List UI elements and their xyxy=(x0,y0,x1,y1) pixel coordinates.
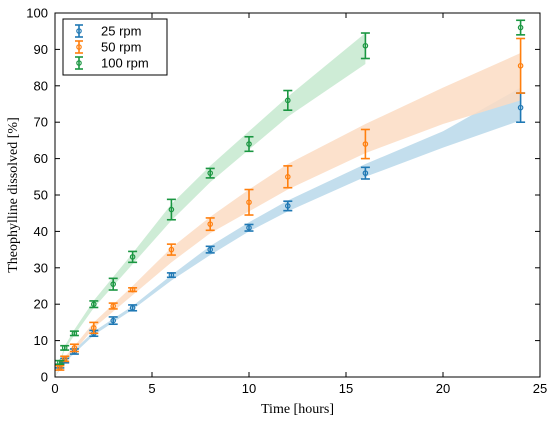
data-point xyxy=(246,141,252,147)
y-tick-label: 60 xyxy=(34,151,48,166)
data-point xyxy=(362,170,369,176)
legend-marker xyxy=(76,28,82,34)
data-point xyxy=(517,62,524,69)
data-point xyxy=(61,345,68,351)
data-point xyxy=(71,345,78,351)
legend-marker xyxy=(76,44,82,50)
band-50-rpm xyxy=(55,53,521,377)
x-axis-label: Time [hours] xyxy=(261,402,334,417)
data-point xyxy=(57,365,63,371)
series-50-rpm xyxy=(55,37,526,371)
y-tick-label: 100 xyxy=(26,6,48,21)
data-points xyxy=(55,19,526,371)
data-point xyxy=(129,286,136,293)
y-tick-label: 0 xyxy=(41,370,48,385)
data-point xyxy=(91,325,97,331)
y-tick-label: 40 xyxy=(34,224,48,239)
series-100-rpm xyxy=(55,19,526,366)
y-tick-label: 80 xyxy=(34,78,48,93)
data-point xyxy=(517,24,524,31)
y-axis-label: Theophylline dissolved [%] xyxy=(6,117,21,273)
data-point xyxy=(207,170,214,176)
x-tick-label: 10 xyxy=(242,381,256,396)
data-point xyxy=(129,254,136,260)
data-point xyxy=(362,42,369,49)
legend-item-100-rpm: 100 rpm xyxy=(75,56,149,71)
data-point xyxy=(284,174,291,180)
y-tick-label: 90 xyxy=(34,42,48,57)
confidence-bands xyxy=(55,33,521,378)
data-point xyxy=(168,246,175,253)
axis-ticks: 0 5 10 15 20 25 0 10 20 30 40 50 60 70 80 90 100 xyxy=(26,6,547,397)
data-point xyxy=(284,203,291,209)
data-point xyxy=(207,221,214,227)
data-point xyxy=(246,224,252,231)
legend-box xyxy=(62,18,168,76)
data-point xyxy=(57,359,63,366)
band-25-rpm xyxy=(55,87,521,378)
band-100-rpm xyxy=(55,33,366,378)
legend-item-50-rpm: 50 rpm xyxy=(75,40,141,55)
y-tick-label: 10 xyxy=(34,333,48,348)
y-tick-label: 70 xyxy=(34,115,48,130)
data-point xyxy=(362,141,369,147)
data-point xyxy=(246,199,252,206)
data-point xyxy=(517,104,524,111)
x-tick-label: 0 xyxy=(51,381,58,396)
data-point xyxy=(110,303,117,309)
y-tick-label: 30 xyxy=(34,260,48,275)
data-point xyxy=(168,206,175,213)
y-tick-label: 20 xyxy=(34,297,48,312)
data-point xyxy=(110,281,117,287)
data-point xyxy=(110,317,117,324)
data-point xyxy=(207,246,214,253)
legend-item-25-rpm: 25 rpm xyxy=(75,24,141,39)
legend-label: 50 rpm xyxy=(101,40,141,55)
data-point xyxy=(91,301,97,308)
legend-label: 100 rpm xyxy=(101,56,149,71)
legend-marker xyxy=(76,60,82,66)
data-point xyxy=(168,272,175,278)
y-tick-label: 50 xyxy=(34,188,48,203)
data-point xyxy=(61,355,68,362)
x-tick-label: 25 xyxy=(533,381,547,396)
data-point xyxy=(129,305,136,311)
data-point xyxy=(71,330,78,337)
legend-label: 25 rpm xyxy=(101,24,141,39)
x-tick-label: 15 xyxy=(339,381,353,396)
x-tick-label: 5 xyxy=(148,381,155,396)
data-point xyxy=(284,97,291,104)
x-tick-label: 20 xyxy=(436,381,450,396)
